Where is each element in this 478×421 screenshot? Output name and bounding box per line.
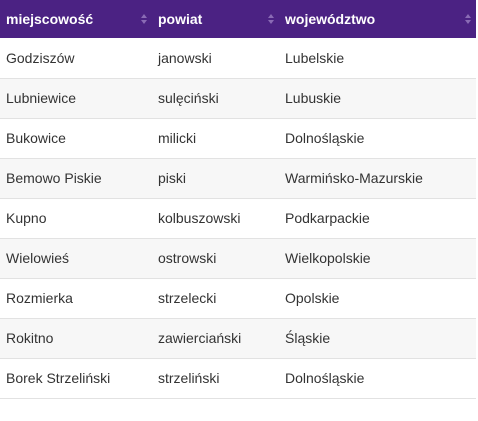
table-row: Lubniewice sulęciński Lubuskie	[0, 78, 476, 119]
cell-powiat: ostrowski	[152, 238, 279, 279]
column-header-label: miejscowość	[6, 11, 94, 27]
column-header-label: województwo	[285, 11, 376, 27]
column-header-label: powiat	[158, 11, 203, 27]
cell-wojewodztwo: Wielkopolskie	[279, 238, 476, 279]
cell-miejscowosc: Bukowice	[0, 118, 152, 159]
sort-icon[interactable]	[464, 12, 472, 26]
cell-miejscowosc: Godziszów	[0, 38, 152, 79]
cell-wojewodztwo: Dolnośląskie	[279, 118, 476, 159]
table-row: Borek Strzeliński strzeliński Dolnośląsk…	[0, 358, 476, 399]
cell-powiat: strzelecki	[152, 278, 279, 319]
cell-miejscowosc: Bemowo Piskie	[0, 158, 152, 199]
cell-powiat: kolbuszowski	[152, 198, 279, 239]
cell-wojewodztwo: Dolnośląskie	[279, 358, 476, 399]
cell-miejscowosc: Wielowieś	[0, 238, 152, 279]
table-header: miejscowość powiat województwo	[0, 0, 476, 38]
cell-miejscowosc: Borek Strzeliński	[0, 358, 152, 399]
sort-icon[interactable]	[140, 12, 148, 26]
cell-wojewodztwo: Lubelskie	[279, 38, 476, 79]
column-header-powiat[interactable]: powiat	[152, 0, 279, 38]
cell-miejscowosc: Rozmierka	[0, 278, 152, 319]
cell-wojewodztwo: Śląskie	[279, 318, 476, 359]
cell-powiat: zawierciański	[152, 318, 279, 359]
cell-miejscowosc: Lubniewice	[0, 78, 152, 119]
cell-wojewodztwo: Lubuskie	[279, 78, 476, 119]
table-row: Bemowo Piskie piski Warmińsko-Mazurskie	[0, 158, 476, 199]
cell-wojewodztwo: Opolskie	[279, 278, 476, 319]
table-row: Wielowieś ostrowski Wielkopolskie	[0, 238, 476, 279]
cell-powiat: sulęciński	[152, 78, 279, 119]
table-row: Rokitno zawierciański Śląskie	[0, 318, 476, 359]
cell-powiat: milicki	[152, 118, 279, 159]
cell-wojewodztwo: Podkarpackie	[279, 198, 476, 239]
column-header-miejscowosc[interactable]: miejscowość	[0, 0, 152, 38]
table-row: Rozmierka strzelecki Opolskie	[0, 278, 476, 319]
table-row: Bukowice milicki Dolnośląskie	[0, 118, 476, 159]
cell-miejscowosc: Rokitno	[0, 318, 152, 359]
column-header-wojewodztwo[interactable]: województwo	[279, 0, 476, 38]
cell-powiat: piski	[152, 158, 279, 199]
table-header-row: miejscowość powiat województwo	[0, 0, 476, 38]
data-table-container: miejscowość powiat województwo Godziszów…	[0, 0, 476, 399]
table-row: Kupno kolbuszowski Podkarpackie	[0, 198, 476, 239]
cell-powiat: janowski	[152, 38, 279, 79]
sort-icon[interactable]	[267, 12, 275, 26]
cell-wojewodztwo: Warmińsko-Mazurskie	[279, 158, 476, 199]
table-body: Godziszów janowski Lubelskie Lubniewice …	[0, 38, 476, 399]
cell-miejscowosc: Kupno	[0, 198, 152, 239]
table-row: Godziszów janowski Lubelskie	[0, 38, 476, 79]
data-table: miejscowość powiat województwo Godziszów…	[0, 0, 476, 399]
cell-powiat: strzeliński	[152, 358, 279, 399]
